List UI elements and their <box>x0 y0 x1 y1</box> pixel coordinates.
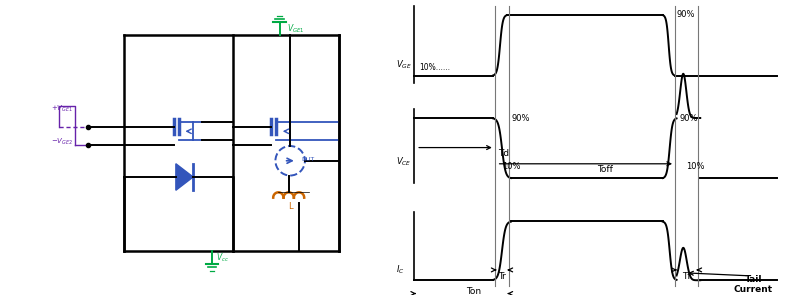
Text: $V_{GE}$: $V_{GE}$ <box>396 59 413 71</box>
Text: 90%: 90% <box>512 114 530 123</box>
Text: 90%: 90% <box>680 114 698 123</box>
Text: $+V_{GE1}$: $+V_{GE1}$ <box>51 104 73 114</box>
Text: Tail
Current: Tail Current <box>734 275 773 294</box>
Text: 10%: 10% <box>686 163 705 171</box>
Text: Tr: Tr <box>498 272 506 281</box>
Text: 90%: 90% <box>676 10 695 19</box>
Text: $V_{GE1}$: $V_{GE1}$ <box>287 23 305 35</box>
Text: 10%: 10% <box>502 163 520 171</box>
Text: $-V_{GE2}$: $-V_{GE2}$ <box>51 137 73 147</box>
Text: $I_C$: $I_C$ <box>396 264 405 276</box>
Text: $V_{cc}$: $V_{cc}$ <box>215 252 229 264</box>
Text: 10%......: 10%...... <box>419 63 450 72</box>
Text: $V_{CE}$: $V_{CE}$ <box>396 156 412 168</box>
Text: Toff: Toff <box>596 165 612 174</box>
Text: Td: Td <box>498 149 509 158</box>
Text: DUT: DUT <box>301 157 315 162</box>
Text: Tf: Tf <box>682 272 691 281</box>
Text: L: L <box>288 202 293 211</box>
Text: Ton: Ton <box>466 286 481 295</box>
Polygon shape <box>176 164 193 190</box>
